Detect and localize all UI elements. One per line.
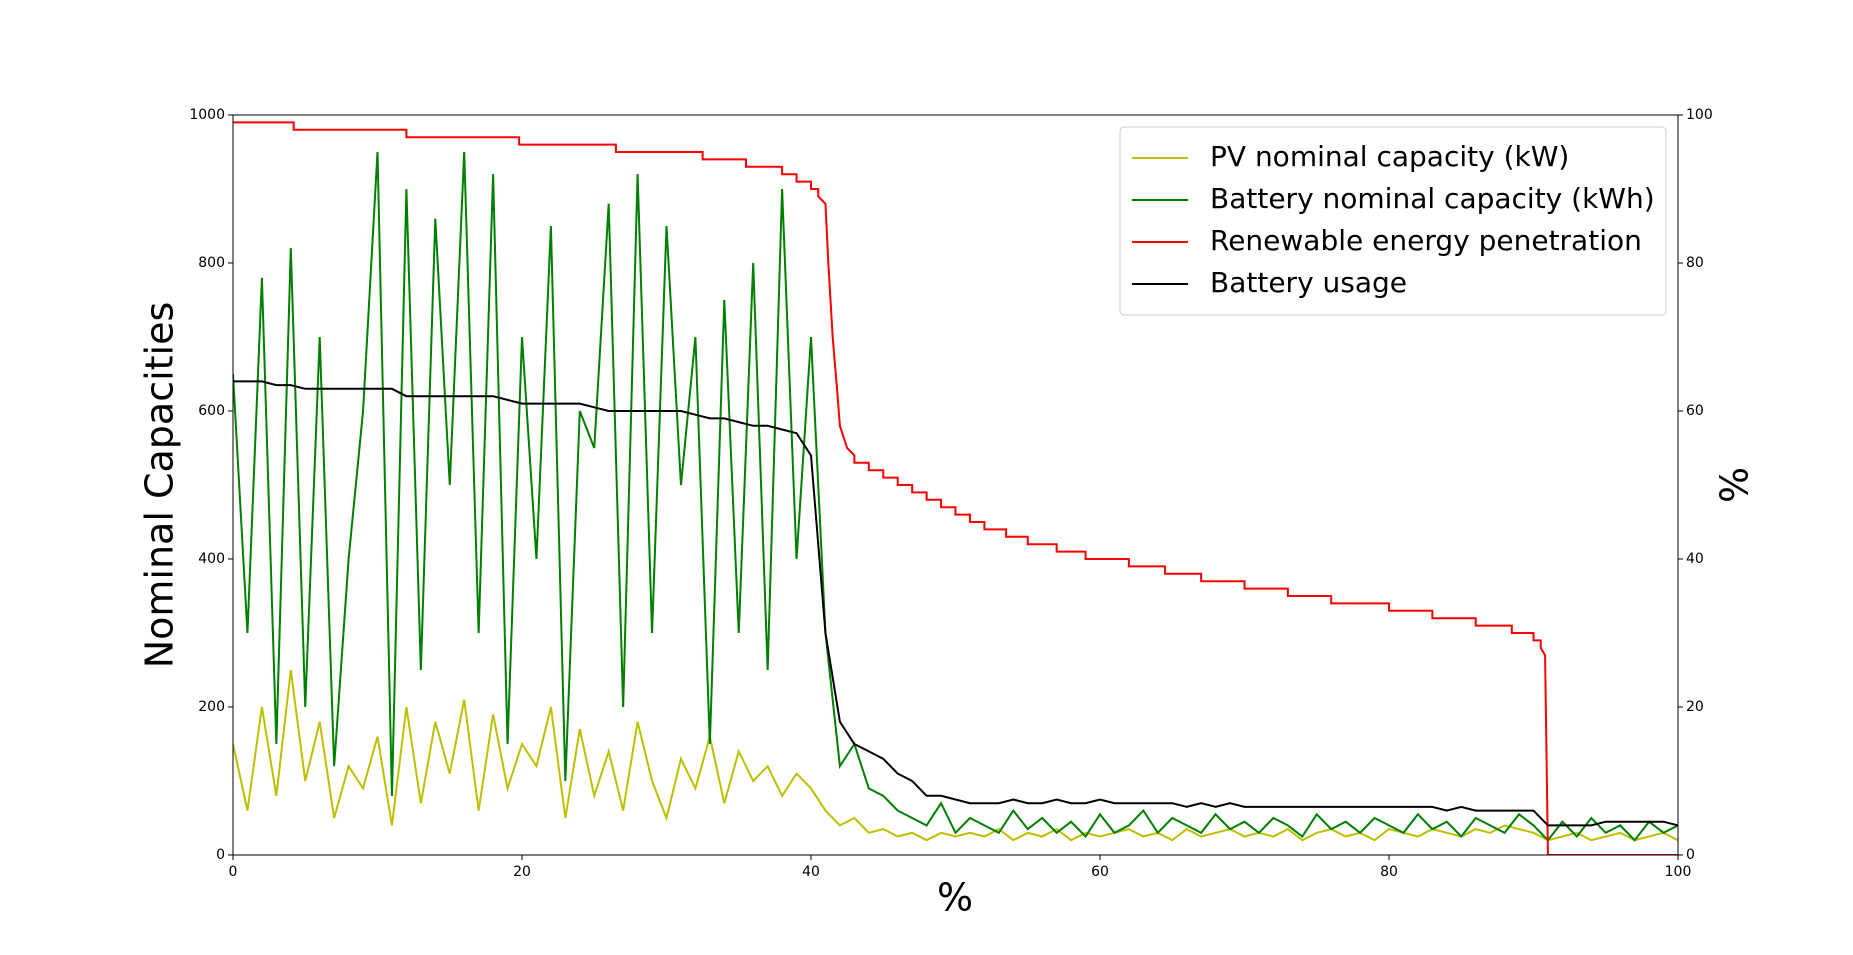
- y2-tick-label: 0: [1686, 847, 1695, 863]
- y2-tick-label: 60: [1686, 403, 1704, 419]
- x-tick-label: 80: [1380, 864, 1398, 880]
- y-tick-label: 600: [198, 403, 225, 419]
- legend-label: Renewable energy penetration: [1210, 224, 1642, 257]
- y-tick-label: 0: [216, 847, 225, 863]
- series-line: [233, 669, 1678, 842]
- x-tick-label: 100: [1665, 864, 1692, 880]
- y-axis-label: Nominal Capacities: [138, 302, 182, 669]
- series-line: [233, 151, 1678, 842]
- legend-label: PV nominal capacity (kW): [1210, 140, 1569, 173]
- plot-frame: [232, 114, 1679, 856]
- y2-tick-label: 40: [1686, 551, 1704, 567]
- x-tick-label: 60: [1091, 864, 1109, 880]
- x-axis-label: %: [937, 876, 973, 920]
- y2-tick-label: 20: [1686, 699, 1704, 715]
- x-tick-label: 40: [802, 864, 820, 880]
- y2-tick-label: 80: [1686, 255, 1704, 271]
- y-tick-label: 800: [198, 255, 225, 271]
- legend-label: Battery usage: [1210, 266, 1407, 299]
- y2-axis-label: %: [1713, 467, 1757, 503]
- series-line: [233, 121, 1678, 855]
- legend-label: Battery nominal capacity (kWh): [1210, 182, 1655, 215]
- y-tick-label: 1000: [189, 107, 225, 123]
- x-tick-label: 20: [513, 864, 531, 880]
- y-tick-label: 200: [198, 699, 225, 715]
- series-line: [233, 380, 1678, 827]
- x-tick-label: 0: [229, 864, 238, 880]
- y2-tick-label: 100: [1686, 107, 1713, 123]
- y-tick-label: 400: [198, 551, 225, 567]
- legend-box: [1119, 126, 1667, 316]
